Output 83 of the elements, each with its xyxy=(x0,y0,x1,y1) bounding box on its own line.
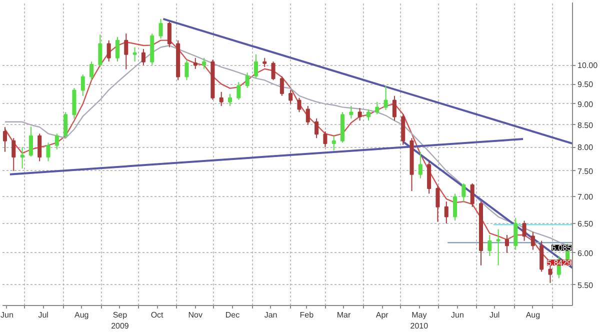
y-tick-label: 10.00 xyxy=(578,61,598,70)
candlestick xyxy=(514,217,518,250)
candlestick xyxy=(427,160,432,194)
candlestick xyxy=(314,118,319,139)
y-tick-label: 7.50 xyxy=(578,166,594,176)
candlestick xyxy=(306,105,310,126)
candlestick xyxy=(530,232,535,250)
y-tick-label: 9.00 xyxy=(578,100,594,109)
y-tick-label: 8.50 xyxy=(578,120,594,130)
candlestick xyxy=(80,74,85,96)
candlestick xyxy=(488,234,492,256)
candlestick xyxy=(262,57,267,68)
candlestick xyxy=(245,72,250,88)
candlestick xyxy=(522,220,526,242)
candlestick xyxy=(375,101,380,115)
candlestick xyxy=(28,126,33,157)
x-tick-label: Mar xyxy=(336,310,351,320)
candlestick xyxy=(436,185,440,222)
y-tick-label: 8.00 xyxy=(578,143,594,152)
candlestick xyxy=(38,133,42,162)
candlestick xyxy=(366,110,370,122)
candlestick xyxy=(12,138,16,172)
candlestick xyxy=(332,135,336,151)
annotation: 5.8429 xyxy=(547,258,572,268)
x-tick-label: Jul xyxy=(489,310,500,320)
candlestick xyxy=(297,97,302,113)
y-tick-label: 5.50 xyxy=(578,280,594,290)
annotation: 6.085 xyxy=(551,244,572,253)
candlestick xyxy=(280,76,284,96)
candlestick xyxy=(504,234,509,254)
candlestick xyxy=(98,34,102,68)
x-tick-label: Jun xyxy=(451,310,464,320)
candlestick xyxy=(158,18,163,40)
candlestick xyxy=(184,59,189,81)
candlestick xyxy=(2,126,7,152)
candlestick xyxy=(288,89,293,104)
x-tick-label: Aug xyxy=(526,310,540,320)
candlestick xyxy=(384,85,388,111)
candlestick xyxy=(444,201,448,224)
candlestick xyxy=(115,36,120,62)
candlestick xyxy=(462,182,466,202)
candlestick xyxy=(271,61,276,81)
candlestick xyxy=(323,130,328,148)
y-tick-label: 7.00 xyxy=(578,192,594,202)
x-tick-label: Apr xyxy=(376,310,389,320)
x-tick-label: Dec xyxy=(225,310,240,320)
candlestick xyxy=(202,57,206,70)
candlestick xyxy=(418,151,422,179)
y-tick-label: 6.00 xyxy=(578,248,594,258)
candlestick xyxy=(349,105,354,119)
candlestick xyxy=(540,240,544,272)
x-tick-label: May 2010 xyxy=(410,310,429,330)
candlestick xyxy=(124,33,128,70)
candlestick xyxy=(228,93,232,106)
candlestick xyxy=(496,228,500,266)
x-tick-label: Aug xyxy=(74,310,89,320)
candlestick xyxy=(46,142,50,162)
candlestick xyxy=(106,40,111,62)
candlestick xyxy=(254,54,258,79)
candlestick xyxy=(20,146,24,169)
candlestick xyxy=(548,264,552,284)
candlestick xyxy=(54,133,59,150)
y-tick-label: 9.50 xyxy=(578,80,594,90)
candlestick xyxy=(453,193,458,222)
x-tick-label: Jul xyxy=(38,310,49,320)
candlestick xyxy=(236,82,241,100)
x-tick-label: Jan xyxy=(264,310,278,320)
x-tick-label: Sep 2009 xyxy=(111,310,130,330)
candlestick xyxy=(358,108,362,122)
x-tick-label: Jun xyxy=(0,310,14,320)
x-tick-label: Feb xyxy=(300,310,314,320)
candlestick xyxy=(193,57,198,70)
candlestick xyxy=(470,182,474,208)
candlestick xyxy=(90,61,94,81)
candlestick xyxy=(64,112,68,139)
x-tick-label: Oct xyxy=(150,310,164,320)
y-tick-label: 6.50 xyxy=(578,219,594,228)
candlestick xyxy=(219,91,224,106)
candlestick xyxy=(167,21,172,48)
candlestick xyxy=(141,48,146,66)
candlestick xyxy=(392,95,396,122)
candlestick xyxy=(132,46,137,62)
x-tick-label: Nov xyxy=(188,310,203,320)
